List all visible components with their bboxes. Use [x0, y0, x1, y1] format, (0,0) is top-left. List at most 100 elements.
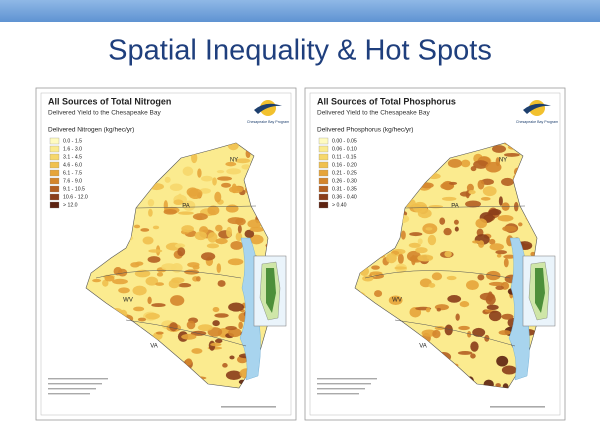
state-label: VA [419, 344, 427, 350]
hotspot [488, 208, 502, 216]
hotspot [503, 152, 520, 157]
hotspot [428, 205, 444, 209]
hotspot [465, 280, 479, 291]
map-panel: All Sources of Total Nitrogen Delivered Y… [35, 87, 297, 421]
hotspot [458, 325, 470, 331]
hotspot [475, 218, 488, 229]
hotspot [225, 370, 242, 380]
state-lines [364, 205, 526, 347]
hotspot [495, 250, 508, 255]
hotspot [518, 222, 523, 227]
hotspot [216, 169, 225, 174]
hotspot [235, 217, 246, 226]
legend-swatch [49, 177, 60, 185]
hotspot [210, 342, 222, 347]
hotspot [513, 201, 519, 212]
hotspot [498, 196, 503, 206]
state-label: VA [150, 344, 158, 350]
hotspot [415, 247, 428, 254]
map-panel: All Sources of Total Phosphorus Delivered… [304, 87, 566, 421]
hotspot [428, 283, 436, 288]
legend-swatch [49, 145, 60, 153]
hotspot [169, 322, 178, 332]
legend-label: 7.6 - 9.0 [63, 178, 82, 184]
hotspot [457, 350, 473, 355]
hotspot [459, 301, 470, 308]
hotspot [148, 249, 163, 253]
hotspot [207, 232, 218, 243]
legend-swatch [49, 169, 60, 177]
hotspot [397, 253, 404, 265]
hotspot [212, 320, 220, 327]
hotspot [214, 191, 222, 203]
legend-label: 0.36 - 0.40 [332, 194, 357, 200]
hotspot [104, 275, 115, 282]
hotspot [206, 243, 220, 249]
legend-label: 0.00 - 0.05 [332, 138, 357, 144]
panel-subtitle: Delivered Yield to the Chesapeake Bay [48, 110, 161, 117]
legend-label: > 12.0 [63, 202, 78, 208]
hotspot [441, 196, 457, 201]
hotspot [152, 225, 160, 230]
hotspot [181, 333, 197, 340]
hotspot [495, 285, 504, 290]
hotspot [215, 338, 223, 344]
hotspot [148, 208, 153, 217]
fine-print [48, 383, 102, 385]
hotspot [147, 296, 152, 305]
hotspot [174, 243, 186, 249]
hotspot [137, 317, 147, 322]
hotspot [386, 253, 397, 264]
hotspot [496, 355, 509, 367]
hotspot [173, 199, 184, 206]
hotspot [447, 158, 462, 168]
header-band [0, 0, 600, 22]
hotspot [436, 307, 441, 312]
hotspot [249, 234, 264, 245]
hotspot [212, 177, 217, 186]
hotspot [235, 158, 251, 164]
fine-print [317, 378, 377, 380]
hotspot [473, 160, 489, 169]
legend-swatch [49, 153, 60, 161]
legend-label: 0.26 - 0.30 [332, 178, 357, 184]
hotspot [447, 295, 462, 303]
hotspot [182, 200, 196, 211]
hotspot [182, 166, 194, 176]
legend-swatch [318, 153, 329, 161]
hotspot [227, 258, 244, 266]
hotspot [432, 329, 441, 339]
hotspot [92, 278, 102, 283]
hotspot [443, 227, 452, 236]
hotspot [487, 291, 493, 302]
hotspot [194, 231, 207, 241]
hotspot [229, 355, 235, 360]
legend-swatch [49, 193, 60, 201]
hotspot [197, 324, 213, 332]
legend-label: 1.6 - 3.0 [63, 146, 82, 152]
hotspot [446, 275, 457, 281]
hotspot [225, 204, 239, 213]
hotspot [488, 238, 496, 245]
hotspot [181, 225, 194, 233]
hotspot [147, 198, 155, 207]
hotspot [501, 365, 517, 375]
legend-label: 3.1 - 4.5 [63, 154, 82, 160]
hotspot [486, 270, 501, 281]
hotspot [501, 202, 510, 211]
hotspot [480, 196, 491, 201]
hotspot [222, 363, 228, 368]
hotspot [145, 276, 159, 286]
inset-watershed [535, 268, 545, 313]
watershed [354, 142, 539, 389]
logo-bird [523, 103, 551, 114]
hotspot [226, 168, 242, 175]
hotspot [184, 269, 200, 275]
hotspot [477, 274, 485, 281]
hotspot [217, 176, 232, 181]
hotspot [503, 254, 516, 259]
fine-print [221, 406, 276, 408]
hotspot [478, 240, 485, 248]
hotspot [244, 229, 255, 239]
hotspot [212, 307, 220, 313]
